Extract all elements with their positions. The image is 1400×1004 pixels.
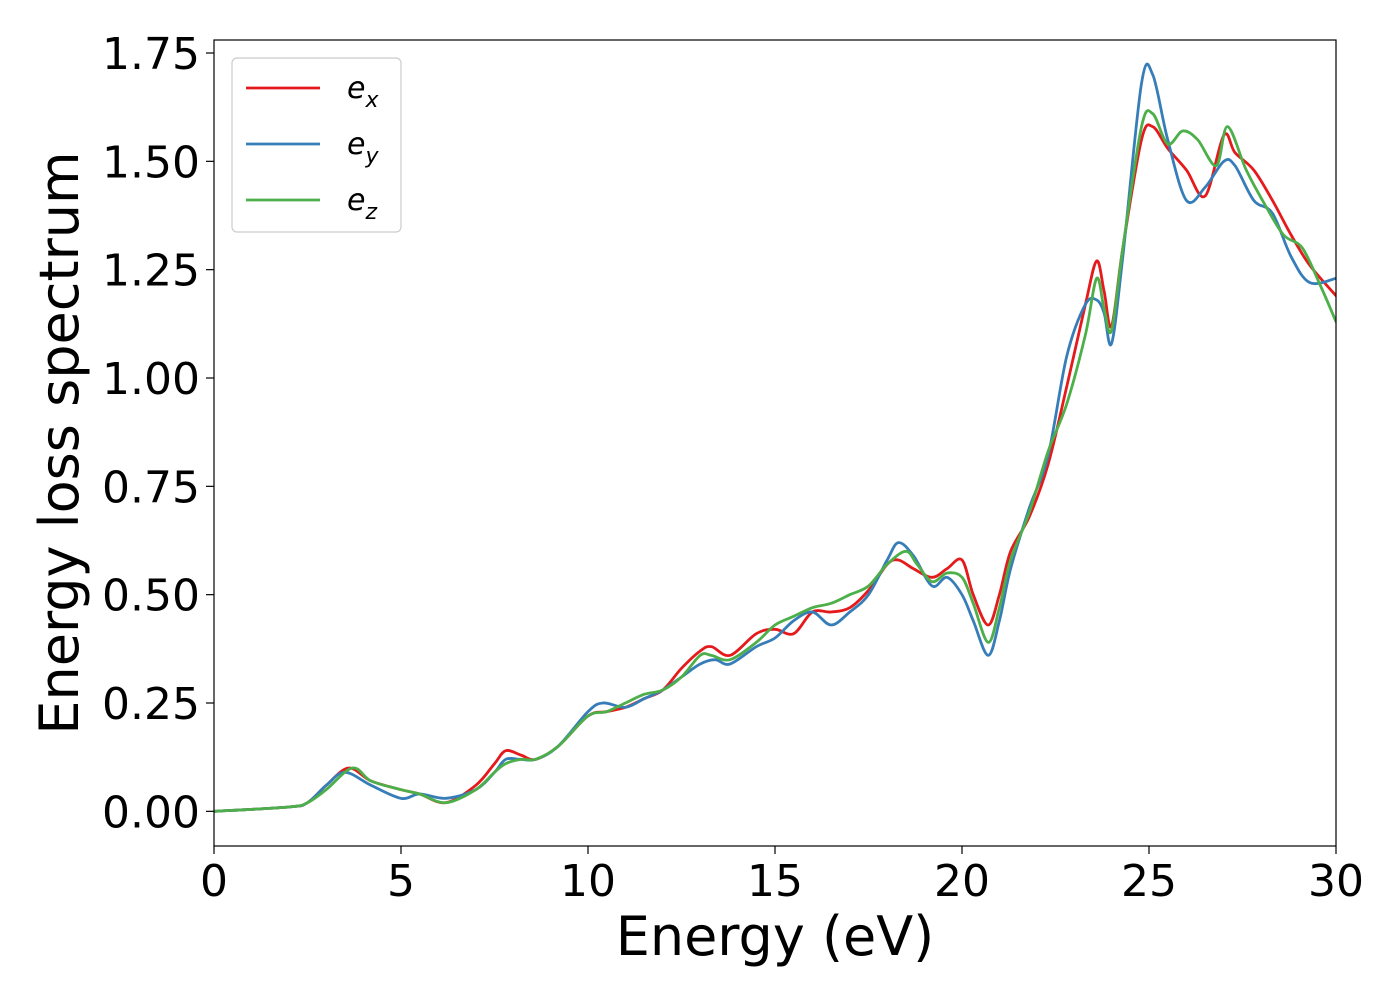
y-tick-label: 1.50 [102,137,200,188]
series-line-z [214,109,1336,813]
series-layer [214,62,1336,813]
y-tick-label: 0.25 [102,679,200,730]
x-axis-label: Energy (eV) [616,905,935,968]
x-tick-label: 5 [387,856,415,907]
y-tick-label: 1.75 [102,29,200,80]
y-tick-label: 0.00 [102,787,200,838]
x-tick-label: 20 [934,856,990,907]
y-tick-label: 1.00 [102,354,200,405]
y-tick-label: 0.50 [102,571,200,622]
y-axis-ticks: 0.00 0.25 0.50 0.75 1.00 1.25 1.50 1.75 [102,29,214,838]
x-tick-label: 25 [1121,856,1177,907]
y-tick-label: 1.25 [102,246,200,297]
y-tick-label: 0.75 [102,462,200,513]
x-tick-label: 10 [560,856,616,907]
x-tick-label: 0 [200,856,228,907]
x-tick-label: 15 [747,856,803,907]
y-axis-label: Energy loss spectrum [28,151,91,734]
x-tick-label: 30 [1308,856,1364,907]
x-axis-ticks: 0 5 10 15 20 25 30 [200,846,1364,907]
